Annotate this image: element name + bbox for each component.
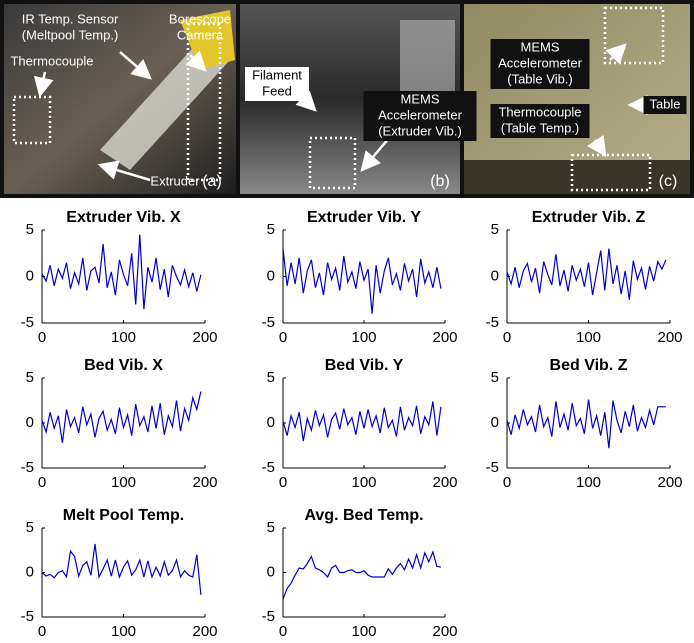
chart-title: Bed Vib. Z <box>550 357 628 374</box>
y-tick-label: -5 <box>486 314 499 331</box>
x-tick-label: 0 <box>38 474 46 491</box>
x-tick-label: 200 <box>192 329 217 346</box>
chart-title: Extruder Vib. Z <box>532 209 646 226</box>
y-tick-label: -5 <box>21 608 34 625</box>
photo-annotation: (Table Vib.) <box>507 71 573 86</box>
x-tick-label: 0 <box>38 329 46 346</box>
x-tick-label: 200 <box>657 329 682 346</box>
y-tick-label: -5 <box>262 608 275 625</box>
x-tick-label: 0 <box>38 623 46 640</box>
x-tick-label: 100 <box>576 474 601 491</box>
photo-annotation: Extruder <box>150 173 200 188</box>
x-tick-label: 200 <box>432 623 457 640</box>
data-line <box>41 391 202 443</box>
y-tick-label: 5 <box>26 369 34 386</box>
photo-strip <box>0 0 694 198</box>
photo-annotation: (Extruder Vib.) <box>378 123 462 138</box>
data-line <box>41 234 202 310</box>
y-tick-label: 5 <box>491 221 499 238</box>
panel-label: (b) <box>430 173 450 190</box>
photo-annotation: IR Temp. Sensor <box>22 11 119 26</box>
photo-annotation: Table <box>649 96 680 111</box>
panel-label: (a) <box>202 173 222 190</box>
x-tick-label: 200 <box>432 329 457 346</box>
chart-title: Melt Pool Temp. <box>63 507 184 524</box>
chart-title: Avg. Bed Temp. <box>304 507 423 524</box>
y-tick-label: 0 <box>26 563 34 580</box>
x-tick-label: 100 <box>351 474 376 491</box>
photo-annotation: Thermocouple <box>10 53 93 68</box>
photo-annotation: MEMS <box>401 91 440 106</box>
x-tick-label: 100 <box>576 329 601 346</box>
photo-annotation: (Table Temp.) <box>501 120 580 135</box>
x-tick-label: 200 <box>192 474 217 491</box>
y-tick-label: 5 <box>267 221 275 238</box>
y-tick-label: 0 <box>267 414 275 431</box>
chart-title: Bed Vib. Y <box>325 357 404 374</box>
y-tick-label: -5 <box>21 314 34 331</box>
data-line <box>506 248 667 300</box>
x-tick-label: 0 <box>503 329 511 346</box>
y-tick-label: -5 <box>262 459 275 476</box>
chart-title: Bed Vib. X <box>84 357 163 374</box>
data-line <box>41 543 202 595</box>
y-tick-label: 0 <box>267 563 275 580</box>
photo-annotation: Camera <box>177 27 224 42</box>
x-tick-label: 200 <box>432 474 457 491</box>
photo-annotation: (Meltpool Temp.) <box>22 27 119 42</box>
data-line <box>282 401 442 442</box>
x-tick-label: 0 <box>279 329 287 346</box>
chart-title: Extruder Vib. X <box>66 209 181 226</box>
x-tick-label: 100 <box>111 623 136 640</box>
x-tick-label: 100 <box>351 329 376 346</box>
x-tick-label: 100 <box>111 474 136 491</box>
y-tick-label: 0 <box>491 414 499 431</box>
photo-annotation: MEMS <box>521 39 560 54</box>
label-box <box>245 67 309 101</box>
label-box <box>490 39 590 89</box>
y-tick-label: 5 <box>26 519 34 536</box>
y-tick-label: 0 <box>491 267 499 284</box>
y-tick-label: 0 <box>26 414 34 431</box>
y-tick-label: 5 <box>26 221 34 238</box>
data-line <box>506 399 666 449</box>
x-tick-label: 200 <box>192 623 217 640</box>
x-tick-label: 200 <box>657 474 682 491</box>
photo-annotation: Borescope <box>169 11 231 26</box>
y-tick-label: 0 <box>267 267 275 284</box>
y-tick-label: -5 <box>262 314 275 331</box>
y-tick-label: 5 <box>267 519 275 536</box>
chart-title: Extruder Vib. Y <box>307 209 421 226</box>
y-tick-label: -5 <box>21 459 34 476</box>
y-tick-label: 5 <box>491 369 499 386</box>
label-box <box>643 96 687 114</box>
photo-annotation: Accelerometer <box>498 55 582 70</box>
data-line <box>282 550 442 600</box>
x-tick-label: 0 <box>503 474 511 491</box>
photo-annotation: Feed <box>262 83 292 98</box>
label-box <box>363 91 477 141</box>
photo-annotation: Filament <box>252 67 302 82</box>
y-tick-label: 0 <box>26 267 34 284</box>
x-tick-label: 100 <box>351 623 376 640</box>
data-line <box>282 248 442 314</box>
y-tick-label: 5 <box>267 369 275 386</box>
y-tick-label: -5 <box>486 459 499 476</box>
label-box <box>490 104 590 138</box>
x-tick-label: 0 <box>279 474 287 491</box>
x-tick-label: 0 <box>279 623 287 640</box>
panel-label: (c) <box>659 173 678 190</box>
photo-annotation: Accelerometer <box>378 107 462 122</box>
x-tick-label: 100 <box>111 329 136 346</box>
photo-annotation: Thermocouple <box>498 104 581 119</box>
